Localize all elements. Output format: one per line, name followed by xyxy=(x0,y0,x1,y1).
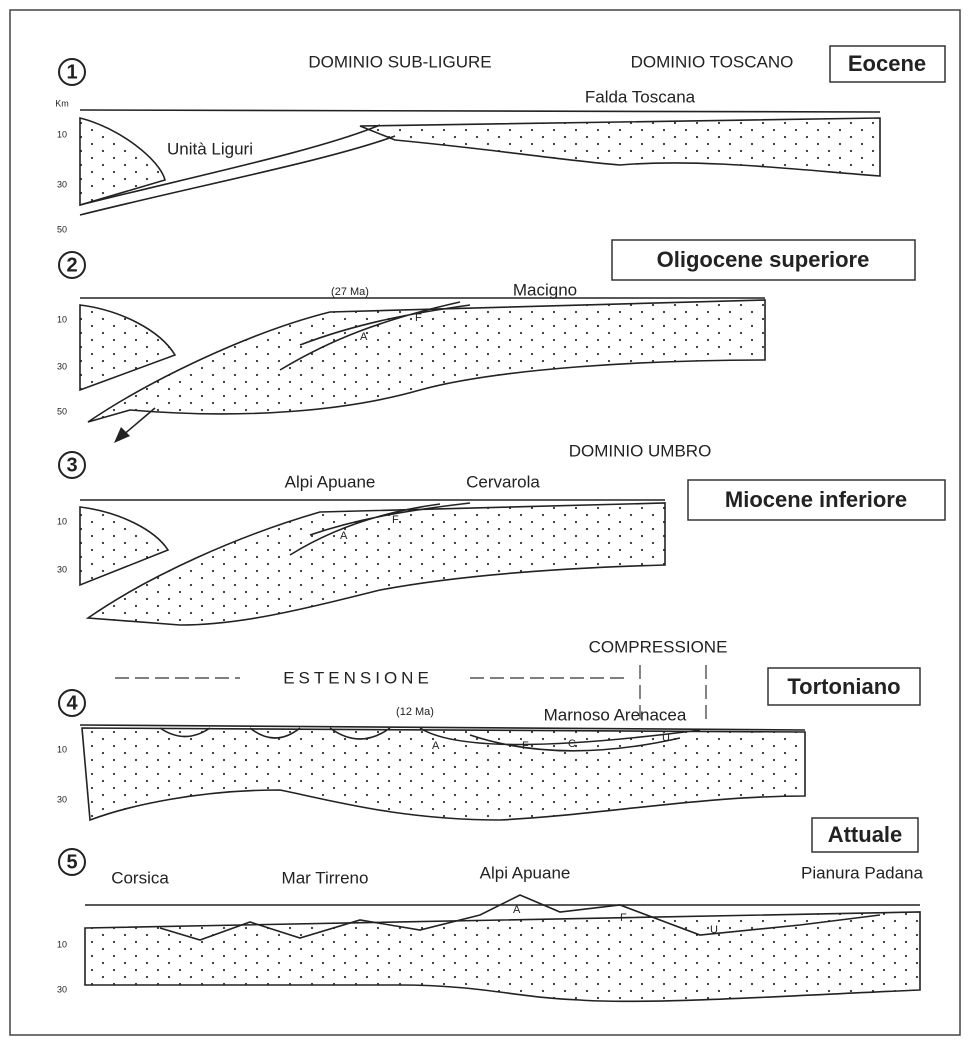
label: Cervarola xyxy=(466,472,540,491)
label: DOMINIO UMBRO xyxy=(569,441,712,460)
label: Alpi Apuane xyxy=(480,863,571,882)
panel-number: 1 xyxy=(66,61,77,83)
depth-label: 50 xyxy=(57,224,67,234)
depth-label: 30 xyxy=(57,361,67,371)
label: Marnoso Arenacea xyxy=(544,705,687,724)
depth-label: 50 xyxy=(57,406,67,416)
depth-label: 30 xyxy=(57,564,67,574)
depth-label: 10 xyxy=(57,744,67,754)
depth-label: 30 xyxy=(57,984,67,994)
diagram: 1 Eocene DOMINIO SUB-LIGURE DOMINIO TOSC… xyxy=(0,0,971,1045)
label: Corsica xyxy=(111,868,169,887)
era-label: Tortoniano xyxy=(787,674,900,699)
depth-label: 10 xyxy=(57,939,67,949)
era-label: Miocene inferiore xyxy=(725,487,907,512)
label: Pianura Padana xyxy=(801,863,923,882)
label: Alpi Apuane xyxy=(285,472,376,491)
era-label: Oligocene superiore xyxy=(657,247,870,272)
panel-number: 3 xyxy=(66,454,77,476)
label: DOMINIO SUB-LIGURE xyxy=(308,52,491,71)
era-label: Attuale xyxy=(828,822,903,847)
label: ESTENSIONE xyxy=(283,668,433,687)
depth-label: 30 xyxy=(57,794,67,804)
depth-label: 10 xyxy=(57,516,67,526)
era-label: Eocene xyxy=(848,51,926,76)
panel-number: 4 xyxy=(66,692,78,714)
label: Mar Tirreno xyxy=(282,868,369,887)
panel-number: 5 xyxy=(66,851,77,873)
label: (27 Ma) xyxy=(331,286,369,298)
depth-label: Km xyxy=(55,98,69,108)
label: Unità Liguri xyxy=(167,139,253,158)
label: (12 Ma) xyxy=(396,706,434,718)
label: DOMINIO TOSCANO xyxy=(631,52,794,71)
label: Macigno xyxy=(513,280,577,299)
depth-label: 30 xyxy=(57,179,67,189)
label: Falda Toscana xyxy=(585,87,696,106)
depth-label: 10 xyxy=(57,129,67,139)
label: COMPRESSIONE xyxy=(589,637,728,656)
depth-label: 10 xyxy=(57,314,67,324)
panel-number: 2 xyxy=(66,254,77,276)
